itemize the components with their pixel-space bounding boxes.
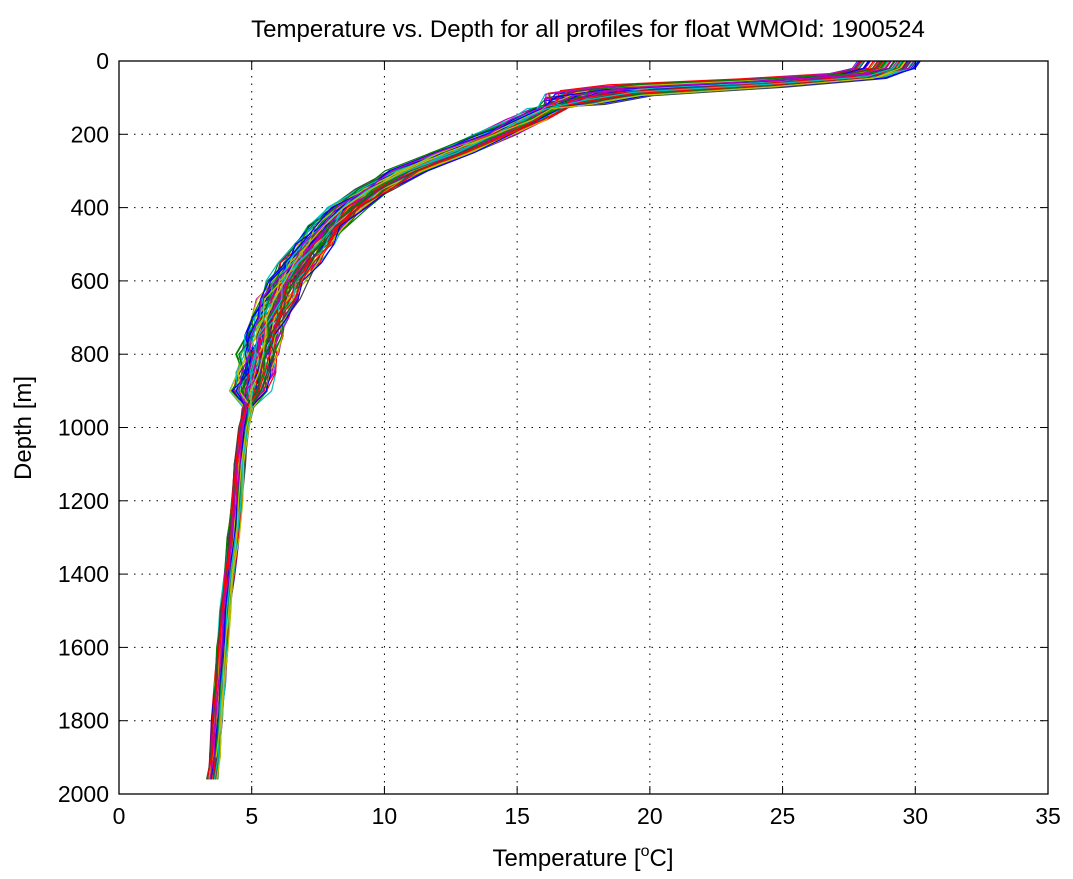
x-tick-label: 5	[245, 803, 258, 829]
y-tick-label: 1800	[58, 708, 109, 734]
x-axis-label-prefix: Temperature [	[493, 845, 641, 872]
y-tick-label: 800	[71, 341, 109, 367]
chart-title: Temperature vs. Depth for all profiles f…	[251, 16, 925, 43]
y-tick-label: 200	[71, 121, 109, 147]
x-tick-label: 35	[1035, 803, 1061, 829]
profile-lines	[205, 60, 921, 780]
y-tick-label: 1600	[58, 634, 109, 660]
y-axis-label: Depth [m]	[10, 376, 37, 480]
profile-line	[215, 60, 906, 758]
x-tick-label: 15	[504, 803, 530, 829]
x-tick-label: 20	[637, 803, 663, 829]
y-tick-label: 2000	[58, 781, 109, 807]
y-tick-label: 1000	[58, 415, 109, 441]
x-tick-label: 25	[770, 803, 796, 829]
profile-line	[213, 60, 899, 780]
x-axis-label-degree: o	[641, 843, 650, 860]
axis-ticks: 0 5 10 15 20 25 30 35 0 200 400 600 800 1000 1200 1400 1…	[58, 48, 1061, 829]
x-tick-label: 0	[113, 803, 126, 829]
plot-area	[119, 61, 1048, 794]
x-tick-label: 30	[902, 803, 928, 829]
y-tick-label: 400	[71, 195, 109, 221]
profile-line	[206, 60, 884, 780]
x-axis-label-suffix: C]	[649, 845, 673, 872]
profile-line	[209, 60, 891, 780]
x-tick-label: 10	[372, 803, 398, 829]
y-tick-label: 0	[96, 48, 109, 74]
y-tick-label: 1200	[58, 488, 109, 514]
profile-line	[210, 60, 901, 780]
y-tick-label: 1400	[58, 561, 109, 587]
y-tick-label: 600	[71, 268, 109, 294]
x-axis-label: Temperature [oC]	[493, 843, 674, 872]
